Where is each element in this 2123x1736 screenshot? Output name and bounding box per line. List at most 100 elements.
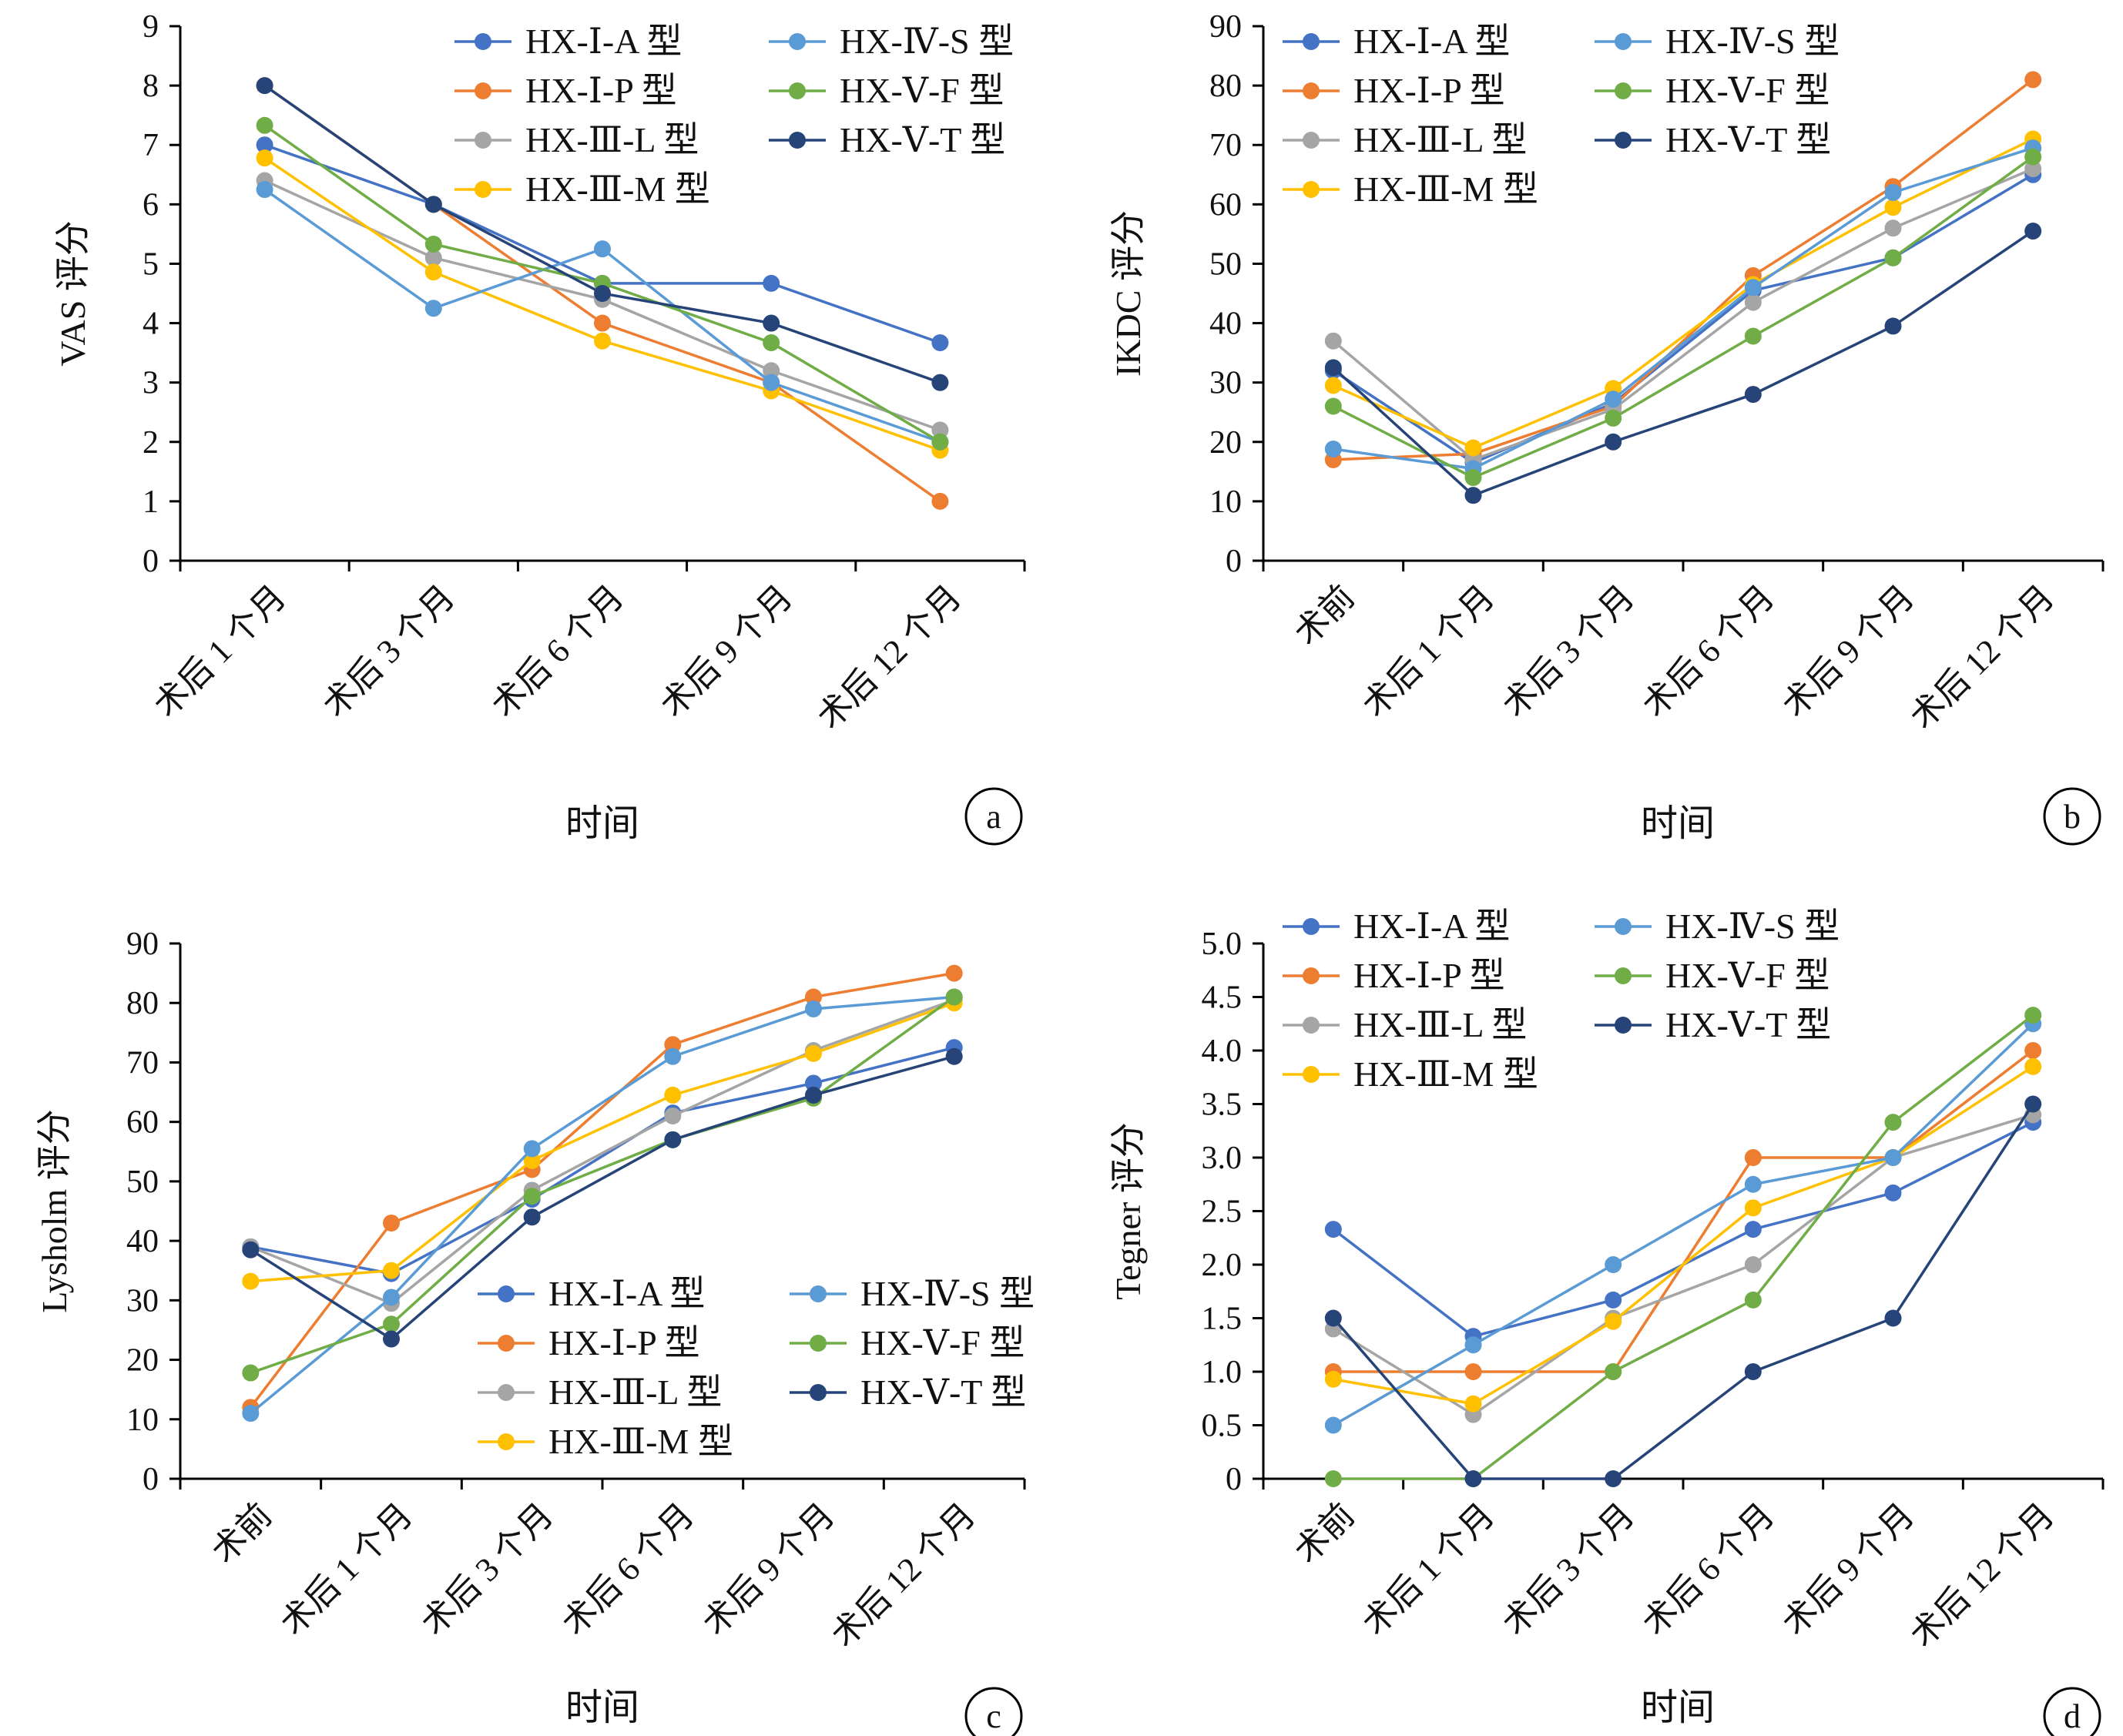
data-point	[1324, 332, 1342, 350]
data-point	[424, 196, 442, 213]
data-point	[256, 136, 273, 154]
y-axis-title: VAS 评分	[53, 220, 92, 367]
y-tick-label: 0.5	[1202, 1409, 1243, 1444]
data-point	[1464, 1363, 1482, 1380]
data-point	[1884, 1184, 1902, 1201]
x-axis-title: 时间	[1641, 803, 1715, 844]
data-point	[805, 1044, 822, 1062]
series-line	[250, 998, 955, 1305]
y-tick-label: 0	[143, 1462, 159, 1497]
legend-item: HX-Ⅴ-T 型	[769, 120, 1005, 159]
data-point	[945, 1047, 963, 1065]
x-tick-label: 术后 9 个月	[696, 1496, 842, 1642]
legend-item: HX-Ⅲ-L 型	[1283, 1005, 1527, 1044]
x-tick-label: 术后 1 个月	[146, 578, 293, 724]
legend-item: HX-Ⅲ-M 型	[1283, 1054, 1538, 1094]
legend-label: HX-Ⅳ-S 型	[1665, 907, 1840, 946]
series-line	[1332, 167, 2034, 461]
data-point	[256, 77, 273, 95]
y-tick-label: 9	[143, 9, 159, 45]
x-tick-label: 术后 1 个月	[273, 1496, 420, 1642]
legend-item: HX-Ⅰ-P 型	[1283, 956, 1505, 995]
y-tick-label: 1.0	[1202, 1355, 1243, 1390]
data-point	[256, 181, 273, 199]
data-point	[1605, 409, 1622, 427]
data-point	[523, 1151, 541, 1169]
y-tick-label: 1.5	[1202, 1302, 1243, 1337]
data-point	[2024, 223, 2042, 240]
series-line	[1332, 230, 2034, 498]
data-point	[1884, 317, 1902, 335]
data-point	[523, 1188, 541, 1205]
y-tick-label: 7	[143, 128, 159, 163]
data-point	[1744, 1256, 1762, 1273]
legend-label: HX-Ⅲ-M 型	[1353, 169, 1538, 209]
data-point	[805, 988, 822, 1006]
data-point	[256, 116, 273, 134]
panel-label-circle	[964, 1687, 1023, 1736]
y-tick-label: 6	[143, 187, 159, 223]
legend-item: HX-Ⅲ-M 型	[478, 1422, 733, 1461]
series-line	[1332, 1022, 2034, 1427]
legend-label: HX-Ⅲ-L 型	[1353, 120, 1527, 159]
data-point	[256, 149, 273, 167]
legend-label: HX-Ⅰ-P 型	[1353, 71, 1505, 110]
legend-label: HX-Ⅴ-T 型	[1665, 1005, 1831, 1044]
y-tick-label: 60	[126, 1105, 159, 1141]
x-tick-label: 术后 6 个月	[555, 1496, 701, 1642]
legend-marker	[810, 1335, 827, 1352]
panel-label: b	[2064, 798, 2081, 836]
legend-item: HX-Ⅰ-A 型	[1283, 907, 1510, 946]
legend-label: HX-Ⅳ-S 型	[860, 1274, 1035, 1313]
data-point	[2024, 71, 2042, 89]
data-point	[763, 314, 780, 332]
x-axis-title: 时间	[565, 1687, 639, 1728]
legend: HX-Ⅰ-A 型 HX-Ⅳ-S 型 HX-Ⅰ-P 型 HX-Ⅴ-F 型 HX-Ⅲ-L 型…	[1283, 22, 1840, 209]
legend-marker	[1303, 918, 1320, 935]
y-tick-label: 40	[126, 1224, 159, 1259]
data-point	[931, 334, 949, 352]
data-point	[805, 1000, 822, 1017]
legend-label: HX-Ⅲ-M 型	[1353, 1054, 1538, 1094]
data-point	[242, 1405, 260, 1423]
data-point	[664, 1086, 682, 1104]
data-point	[1324, 1309, 1342, 1327]
data-point	[1605, 1291, 1622, 1309]
x-tick-label: 术后 1 个月	[1355, 578, 1501, 724]
legend-label: HX-Ⅴ-T 型	[1665, 120, 1831, 159]
y-tick-label: 20	[126, 1343, 159, 1379]
legend-label: HX-Ⅴ-F 型	[1665, 71, 1830, 110]
legend-marker	[498, 1433, 515, 1450]
data-point	[1605, 1363, 1622, 1380]
legend-item: HX-Ⅰ-A 型	[478, 1274, 705, 1313]
x-tick-label: 术后 6 个月	[1635, 1496, 1782, 1642]
y-tick-label: 0	[1226, 544, 1242, 579]
data-point	[523, 1208, 541, 1226]
data-point	[1324, 1470, 1342, 1487]
legend-label: HX-Ⅲ-L 型	[525, 120, 699, 159]
data-point	[1324, 1370, 1342, 1388]
y-tick-label: 2.5	[1202, 1195, 1243, 1230]
data-point	[594, 285, 611, 302]
legend-label: HX-Ⅰ-A 型	[525, 22, 682, 61]
x-tick-label: 术前	[1287, 578, 1362, 652]
data-point	[1464, 1336, 1482, 1354]
y-tick-label: 50	[1209, 246, 1242, 282]
y-tick-label: 4.0	[1202, 1034, 1243, 1069]
y-tick-label: 90	[1209, 9, 1242, 45]
legend: HX-Ⅰ-A 型 HX-Ⅳ-S 型 HX-Ⅰ-P 型 HX-Ⅴ-F 型 HX-Ⅲ-L 型…	[454, 22, 1014, 209]
y-axis-title: IKDC 评分	[1108, 210, 1148, 377]
legend-marker	[1303, 132, 1320, 149]
data-point	[2024, 1042, 2042, 1059]
legend-item: HX-Ⅲ-M 型	[1283, 169, 1538, 209]
y-tick-label: 8	[143, 69, 159, 104]
legend-marker	[1615, 132, 1632, 149]
data-point	[1744, 1149, 1762, 1166]
data-point	[1464, 469, 1482, 487]
data-point	[242, 1364, 260, 1382]
series-line	[249, 971, 954, 1409]
y-tick-label: 80	[126, 986, 159, 1021]
data-point	[945, 988, 963, 1006]
